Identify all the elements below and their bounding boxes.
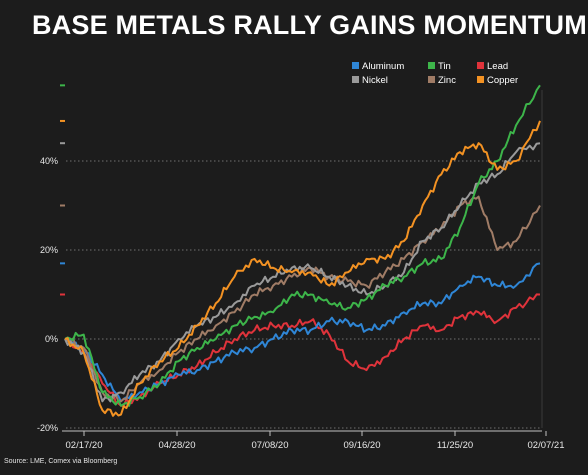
legend-label-aluminum: Aluminum	[362, 61, 404, 72]
legend-swatch-aluminum	[352, 62, 359, 69]
series-line-tin	[64, 84, 541, 407]
legend-swatch-copper	[477, 76, 484, 83]
legend-swatch-tin	[428, 62, 435, 69]
legend-label-copper: Copper	[487, 75, 518, 86]
series-line-lead	[64, 293, 541, 407]
legend-swatch-lead	[477, 62, 484, 69]
y-tick-label: 20%	[40, 245, 58, 255]
series-line-copper	[64, 120, 541, 417]
x-tick-label: 04/28/20	[159, 440, 196, 451]
x-tick-label: 07/08/20	[252, 440, 289, 451]
x-tick-label: 02/17/20	[66, 440, 103, 451]
y-tick-label: 0%	[45, 334, 58, 344]
y-tick-label: -20%	[37, 423, 58, 433]
legend-label-nickel: Nickel	[362, 75, 388, 86]
legend-label-tin: Tin	[438, 61, 451, 72]
legend-swatch-nickel	[352, 76, 359, 83]
series-line-nickel	[64, 142, 541, 403]
x-tick-label: 09/16/20	[344, 440, 381, 451]
x-axis: 02/17/20 04/28/20 07/08/20 09/16/20 11/25/20…	[62, 90, 564, 451]
legend-label-lead: Lead	[487, 61, 508, 72]
series-line-aluminum	[64, 262, 541, 403]
legend-swatch-zinc	[428, 76, 435, 83]
series-lines	[60, 84, 541, 417]
y-tick-label: 40%	[40, 156, 58, 166]
x-tick-label: 11/25/20	[437, 440, 473, 451]
y-axis-ticks: -20% 0% 20% 40%	[37, 156, 58, 433]
source-note: Source: LME, Comex via Bloomberg	[4, 458, 118, 465]
legend: Aluminum Tin Lead Nickel Zinc Copper	[352, 61, 518, 86]
legend-label-zinc: Zinc	[438, 75, 456, 86]
gridlines	[66, 160, 542, 429]
x-tick-label: 02/07/21	[528, 440, 565, 451]
series-line-zinc	[64, 195, 541, 403]
chart-title: BASE METALS RALLY GAINS MOMENTUM	[32, 10, 587, 40]
